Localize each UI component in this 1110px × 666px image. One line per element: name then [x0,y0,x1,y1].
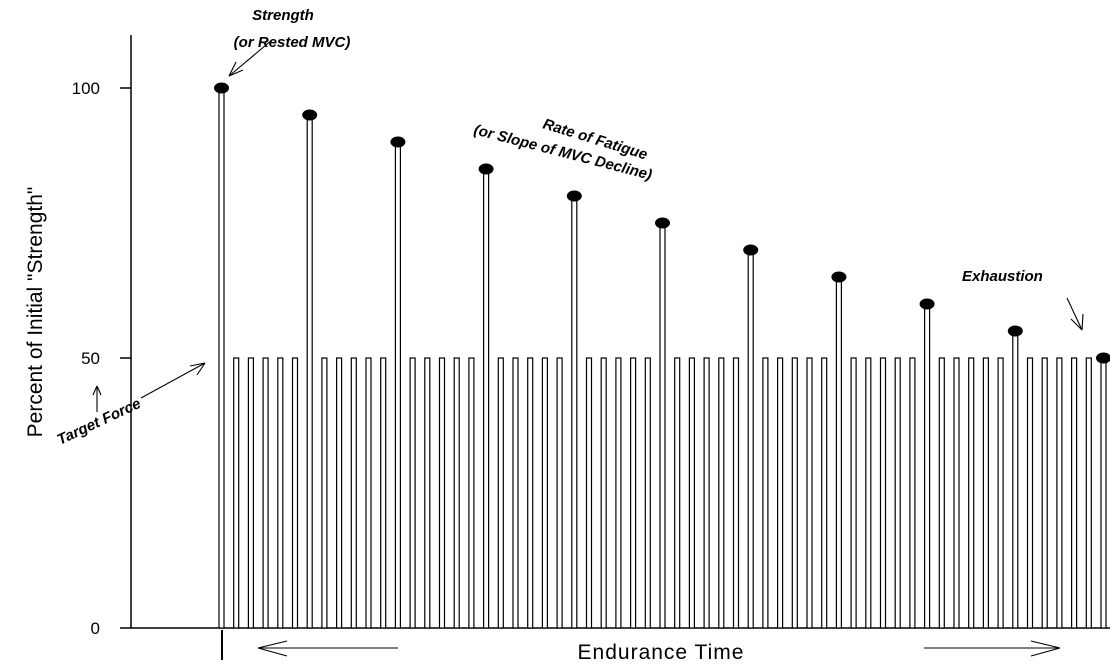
target-force-bar [1041,357,1048,629]
mvc-bar [571,195,578,629]
target-force-bar [909,357,916,629]
target-force-bar [1070,357,1078,629]
target-force-bar [629,357,637,629]
strength-annotation-line2: (or Rested MVC) [234,34,351,51]
target-force-bar [703,357,710,629]
target-force-bar [438,357,446,629]
target-force-bar [585,357,593,629]
target-force-bar [1026,357,1034,629]
mvc-point [743,244,759,256]
exhaustion-arrow [1066,297,1084,331]
target-force-bar [541,357,549,629]
mvc-bar [1012,330,1019,629]
y-ticks: 0 50 100 [72,79,131,638]
target-force-bar [850,357,857,629]
mvc-bar [923,303,931,629]
target-force-bar [409,357,416,629]
mvc-point [214,82,229,94]
target-force-bar [1056,357,1063,629]
target-force-bar [644,357,651,629]
target-force-bar [497,357,504,629]
target-force-bar [806,357,813,629]
target-force-bar [982,357,990,629]
mvc-point [302,109,318,121]
mvc-bar [747,249,754,629]
target-force-bar [321,357,328,629]
target-force-bar [865,357,872,629]
up-arrow-icon [92,385,102,412]
mvc-bar [306,114,313,629]
target-force-bar [291,357,299,629]
target-force-bar [424,357,431,629]
mvc-point [1096,352,1110,364]
mvc-bar [659,222,666,629]
target-force-bar [380,357,387,629]
mvc-bar [394,141,401,629]
target-force-bar [336,357,343,629]
mvc-point [831,271,847,283]
bars [214,82,1110,629]
y-tick-label: 100 [72,79,100,98]
target-force-bar [600,357,607,629]
target-force-bar [233,357,240,629]
target-force-bar [615,357,622,629]
mvc-point [478,163,494,175]
target-force-bar [674,357,681,629]
target-force-bar [732,357,740,629]
target-force-bar [262,357,269,629]
target-force-bar [277,357,284,629]
target-force-bar [953,357,960,629]
y-tick-label: 50 [81,349,100,368]
target-force-bar [247,357,254,629]
y-axis-label: Percent of Initial "Strength" [24,187,47,438]
target-force-bar [791,357,798,629]
target-force-bar [821,357,828,629]
target-force-bar [527,357,534,629]
x-axis-label: Endurance Time [578,641,745,664]
mvc-point [566,190,582,202]
target-force-bar [762,357,769,629]
strength-arrow [228,39,273,77]
exhaustion-annotation: Exhaustion [962,268,1043,285]
mvc-point [919,298,935,310]
target-force-bar [968,357,975,629]
target-force-bar [894,357,901,629]
target-force-arrow [140,362,206,399]
target-force-bar [1085,357,1092,629]
mvc-point [655,217,670,229]
mvc-bar [483,168,490,629]
target-force-bar [512,357,519,629]
endurance-left-arrow [257,640,398,657]
target-force-bar [468,357,475,629]
target-force-bar [879,357,887,629]
mvc-point [1007,325,1023,337]
y-tick-label: 0 [91,619,100,638]
endurance-right-arrow [924,640,1061,657]
mvc-bar [1100,357,1107,629]
target-force-annotation: Target Force [55,395,144,449]
mvc-bar [218,87,225,629]
target-force-bar [688,357,696,629]
target-force-bar [938,357,945,629]
mvc-bar [835,276,843,629]
target-force-bar [776,357,784,629]
target-force-bar [997,357,1004,629]
strength-annotation-line1: Strength [252,7,314,24]
target-force-bar [365,357,372,629]
target-force-bar [718,357,725,629]
mvc-point [390,136,406,148]
target-force-bar [350,357,357,629]
target-force-bar [453,357,460,629]
target-force-bar [556,357,563,629]
